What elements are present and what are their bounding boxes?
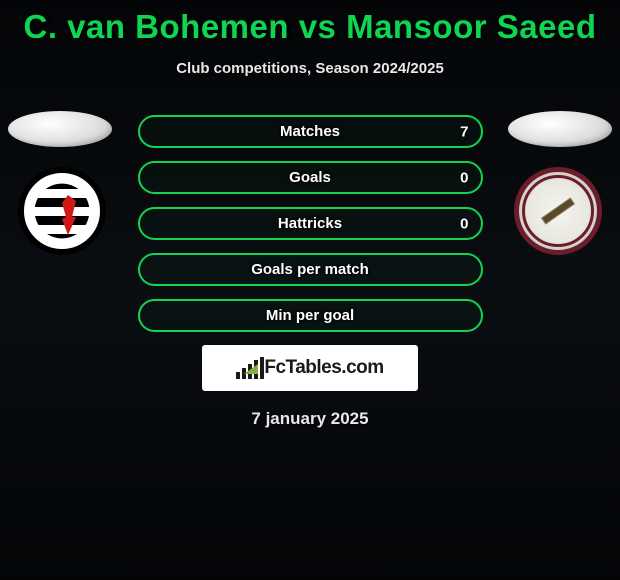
stat-label: Hattricks <box>278 215 342 232</box>
stat-row: Matches 7 <box>138 115 483 148</box>
stat-rows: Matches 7 Goals 0 Hattricks 0 Goals per match M… <box>138 115 483 332</box>
watermark-arrow-icon <box>244 364 258 374</box>
club-logo-right <box>514 167 602 255</box>
watermark-badge: FcTables.com <box>202 345 418 391</box>
stat-label: Goals <box>289 169 331 186</box>
stat-row: Hattricks 0 <box>138 207 483 240</box>
stats-area: Matches 7 Goals 0 Hattricks 0 Goals per match M… <box>0 115 620 332</box>
stat-value-right: 0 <box>460 215 468 232</box>
page-title: C. van Bohemen vs Mansoor Saeed <box>0 0 620 46</box>
stat-row: Goals per match <box>138 253 483 286</box>
stat-label: Goals per match <box>251 261 369 278</box>
stat-value-right: 0 <box>460 169 468 186</box>
watermark-text: FcTables.com <box>264 357 383 379</box>
stat-row: Min per goal <box>138 299 483 332</box>
player-photo-left <box>8 111 112 147</box>
player-photo-right <box>508 111 612 147</box>
stat-row: Goals 0 <box>138 161 483 194</box>
stat-value-right: 7 <box>460 123 468 140</box>
date-label: 7 january 2025 <box>0 409 620 429</box>
stat-label: Min per goal <box>266 307 354 324</box>
subtitle: Club competitions, Season 2024/2025 <box>0 60 620 77</box>
club-logo-left <box>18 167 106 255</box>
stat-label: Matches <box>280 123 340 140</box>
